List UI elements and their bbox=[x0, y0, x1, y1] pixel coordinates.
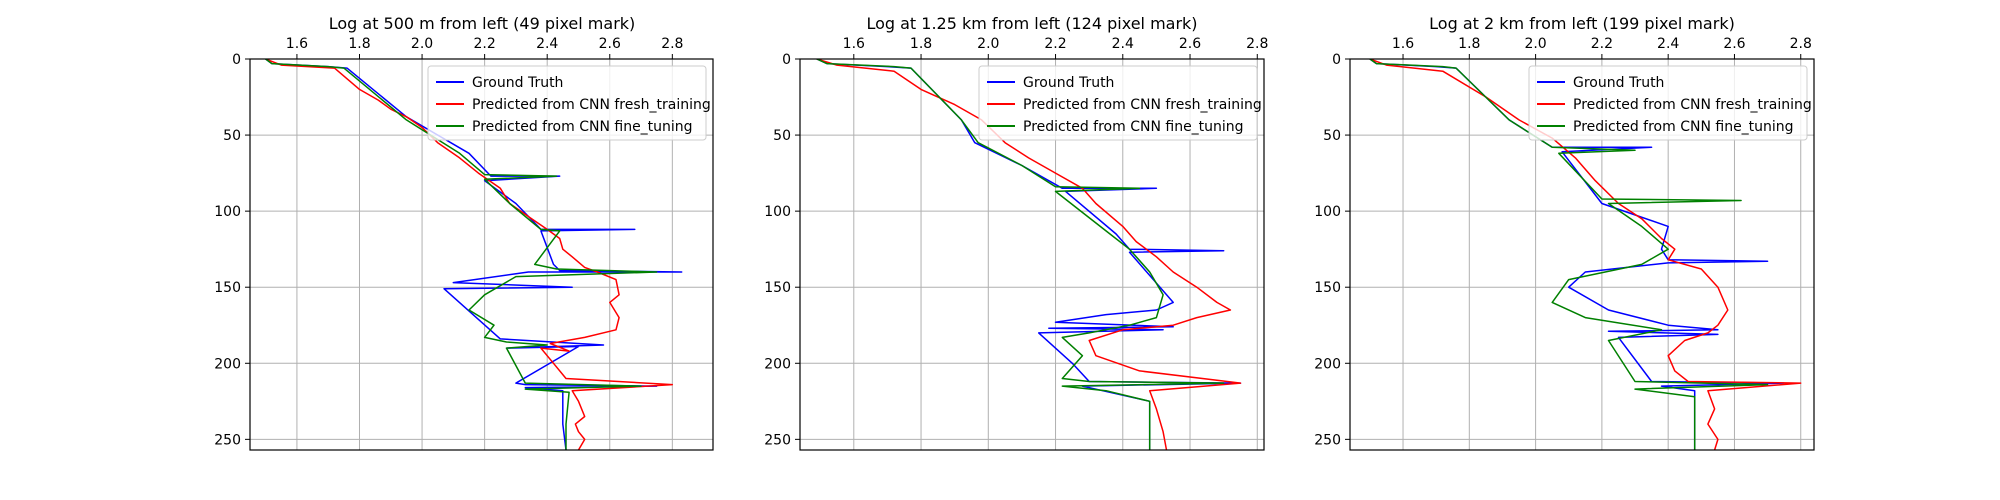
y-tick-label: 150 bbox=[764, 280, 791, 296]
legend-label: Ground Truth bbox=[472, 75, 563, 91]
x-tick-label: 2.8 bbox=[1246, 36, 1268, 52]
panel-2: Log at 1.25 km from left (124 pixel mark… bbox=[764, 14, 1268, 451]
x-tick-label: 1.8 bbox=[910, 36, 932, 52]
y-tick-label: 50 bbox=[1323, 128, 1341, 144]
y-tick-label: 100 bbox=[214, 204, 241, 220]
y-tick-label: 150 bbox=[1314, 280, 1341, 296]
y-tick-label: 0 bbox=[232, 52, 241, 68]
x-tick-label: 2.0 bbox=[1524, 36, 1546, 52]
series-group bbox=[265, 59, 683, 450]
y-tick-label: 200 bbox=[764, 356, 791, 372]
x-tick-label: 1.6 bbox=[843, 36, 865, 52]
series-line-predicted-from-cnn-fine-tuning bbox=[816, 59, 1225, 450]
legend-label: Predicted from CNN fine_tuning bbox=[1573, 119, 1794, 135]
x-tick-label: 1.6 bbox=[286, 36, 308, 52]
legend-label: Predicted from CNN fresh_training bbox=[1573, 97, 1812, 113]
x-tick-label: 2.4 bbox=[1112, 36, 1134, 52]
series-line-predicted-from-cnn-fine-tuning bbox=[1369, 59, 1769, 450]
legend: Ground Truth Predicted from CNN fresh_tra… bbox=[978, 65, 1262, 141]
x-tick-label: 1.8 bbox=[1458, 36, 1480, 52]
legend-label: Predicted from CNN fine_tuning bbox=[1023, 119, 1244, 135]
legend-box bbox=[1528, 65, 1808, 141]
panel-1: Log at 500 m from left (49 pixel mark) 1… bbox=[214, 14, 714, 451]
x-tick-label: 2.8 bbox=[661, 36, 683, 52]
chart-title: Log at 1.25 km from left (124 pixel mark… bbox=[866, 14, 1197, 33]
x-tick-label: 2.0 bbox=[977, 36, 999, 52]
panel-3: Log at 2 km from left (199 pixel mark) 1… bbox=[1314, 14, 1815, 451]
y-tick-label: 0 bbox=[1332, 52, 1341, 68]
x-tick-label: 2.2 bbox=[473, 36, 495, 52]
x-tick-label: 2.2 bbox=[1591, 36, 1613, 52]
y-tick-label: 250 bbox=[1314, 432, 1341, 448]
y-tick-label: 250 bbox=[214, 432, 241, 448]
x-tick-label: 2.8 bbox=[1790, 36, 1812, 52]
y-tick-label: 100 bbox=[1314, 204, 1341, 220]
y-tick-label: 0 bbox=[782, 52, 791, 68]
y-tick-label: 50 bbox=[223, 128, 241, 144]
x-tick-label: 1.6 bbox=[1392, 36, 1414, 52]
y-tick-label: 50 bbox=[773, 128, 791, 144]
plot-area: 1.6 1.8 2.0 2.2 2.4 2.6 2.8 0 50 100 150 200 250 Grou… bbox=[214, 36, 714, 451]
series-line-predicted-from-cnn-fresh-training bbox=[816, 59, 1242, 450]
x-tick-label: 2.6 bbox=[599, 36, 621, 52]
x-tick-label: 1.8 bbox=[348, 36, 370, 52]
plot-area: 1.6 1.8 2.0 2.2 2.4 2.6 2.8 0 50 100 150 200 250 Grou… bbox=[1314, 36, 1815, 451]
y-tick-label: 200 bbox=[1314, 356, 1341, 372]
x-tick-label: 2.6 bbox=[1179, 36, 1201, 52]
legend: Ground Truth Predicted from CNN fresh_tra… bbox=[427, 65, 711, 141]
chart-title: Log at 500 m from left (49 pixel mark) bbox=[329, 14, 636, 33]
series-group bbox=[816, 59, 1242, 450]
plot-frame bbox=[799, 58, 1265, 451]
legend-label: Ground Truth bbox=[1023, 75, 1114, 91]
plot-frame bbox=[249, 58, 714, 451]
x-tick-label: 2.6 bbox=[1723, 36, 1745, 52]
legend-label: Predicted from CNN fine_tuning bbox=[472, 119, 693, 135]
x-tick-label: 2.2 bbox=[1044, 36, 1066, 52]
y-tick-label: 250 bbox=[764, 432, 791, 448]
legend-label: Predicted from CNN fresh_training bbox=[472, 97, 711, 113]
legend-box bbox=[427, 65, 707, 141]
series-line-predicted-from-cnn-fresh-training bbox=[265, 59, 674, 450]
x-tick-label: 2.4 bbox=[1657, 36, 1679, 52]
plot-area: 1.6 1.8 2.0 2.2 2.4 2.6 2.8 0 50 100 150 200 250 Grou… bbox=[764, 36, 1268, 451]
legend-label: Ground Truth bbox=[1573, 75, 1664, 91]
chart-title: Log at 2 km from left (199 pixel mark) bbox=[1429, 14, 1735, 33]
plot-frame bbox=[1349, 58, 1815, 451]
y-tick-label: 100 bbox=[764, 204, 791, 220]
legend: Ground Truth Predicted from CNN fresh_tra… bbox=[1528, 65, 1812, 141]
legend-label: Predicted from CNN fresh_training bbox=[1023, 97, 1262, 113]
y-tick-label: 200 bbox=[214, 356, 241, 372]
series-line-predicted-from-cnn-fine-tuning bbox=[265, 59, 658, 450]
x-tick-label: 2.0 bbox=[411, 36, 433, 52]
x-tick-label: 2.4 bbox=[536, 36, 558, 52]
y-tick-label: 150 bbox=[214, 280, 241, 296]
legend-box bbox=[978, 65, 1258, 141]
